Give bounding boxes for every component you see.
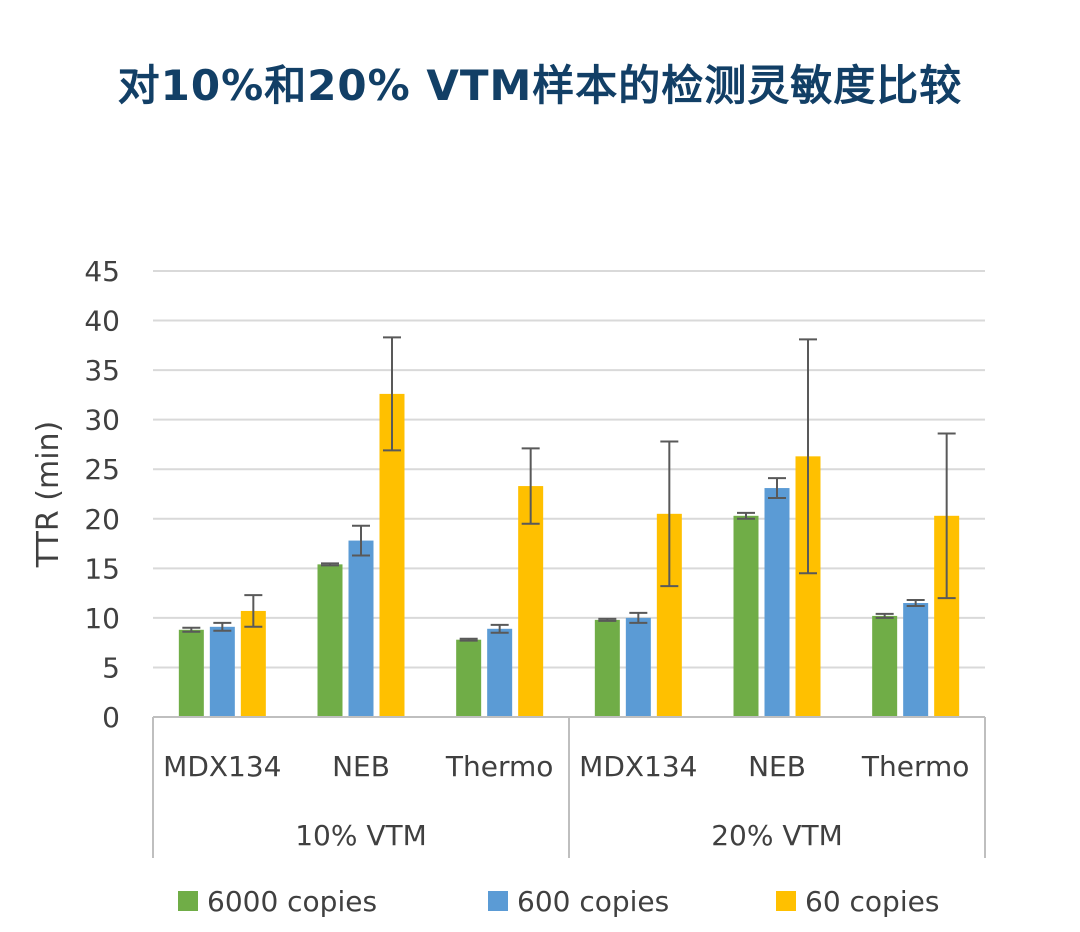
x-category-label: Thermo	[445, 750, 554, 783]
y-tick-label: 35	[84, 354, 120, 387]
bar	[348, 540, 374, 717]
y-tick-label: 45	[84, 255, 120, 288]
bar	[240, 610, 266, 717]
x-category-label: MDX134	[579, 750, 697, 783]
y-tick-label: 10	[84, 602, 120, 635]
bar	[594, 619, 620, 717]
x-group-label: 20% VTM	[711, 819, 843, 852]
bar	[178, 629, 204, 717]
y-tick-label: 0	[102, 701, 120, 734]
bar	[872, 615, 898, 717]
bar	[625, 617, 651, 717]
x-group-label: 10% VTM	[295, 819, 427, 852]
legend: 6000 copies 600 copies 60 copies	[178, 885, 939, 918]
gridlines	[153, 270, 985, 669]
bar	[209, 626, 235, 717]
y-tick-label: 30	[84, 404, 120, 437]
bar	[903, 603, 929, 717]
page-title: 对10%和20% VTM样本的检测灵敏度比较	[117, 61, 963, 110]
bar	[487, 628, 513, 717]
x-category-labels: MDX134 NEB Thermo MDX134 NEB Thermo 10% VTM 20%…	[163, 750, 969, 852]
y-tick-label: 40	[84, 305, 120, 338]
axes	[152, 716, 986, 858]
bars	[178, 393, 960, 717]
y-tick-label: 5	[102, 651, 120, 684]
y-tick-labels: 0 5 10 15 20 25 30 35 40 45	[84, 255, 120, 734]
legend-swatch	[776, 891, 796, 911]
legend-label: 600 copies	[517, 885, 669, 918]
x-category-label: MDX134	[163, 750, 281, 783]
bar	[733, 515, 759, 717]
legend-swatch	[178, 891, 198, 911]
y-tick-label: 20	[84, 503, 120, 536]
x-category-label: Thermo	[861, 750, 970, 783]
legend-swatch	[488, 891, 508, 911]
legend-label: 6000 copies	[207, 885, 377, 918]
y-axis-title: TTR (min)	[31, 421, 66, 568]
legend-label: 60 copies	[805, 885, 939, 918]
error-bars	[182, 336, 956, 642]
bar	[764, 488, 790, 717]
y-tick-label: 25	[84, 453, 120, 486]
bar	[317, 564, 343, 717]
x-category-label: NEB	[748, 750, 806, 783]
x-category-label: NEB	[332, 750, 390, 783]
bar	[456, 639, 482, 717]
y-tick-label: 15	[84, 552, 120, 585]
